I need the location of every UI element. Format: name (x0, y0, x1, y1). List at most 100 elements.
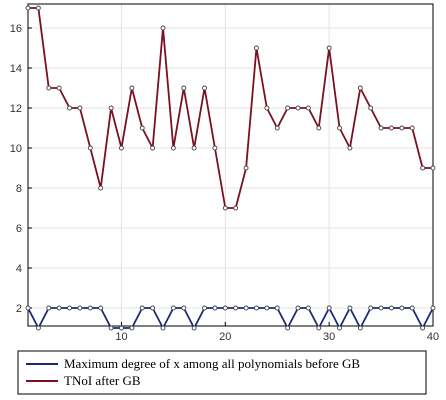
y-tick-label: 8 (16, 183, 22, 195)
data-point-series-1 (98, 185, 104, 191)
data-point-series-1 (295, 105, 301, 111)
y-tick-label: 16 (10, 23, 22, 35)
data-point-series-1 (150, 145, 156, 151)
data-point-series-0 (108, 325, 114, 331)
y-tick-label: 10 (10, 143, 22, 155)
data-point-series-1 (264, 105, 270, 111)
data-point-series-0 (347, 305, 353, 311)
data-point-series-0 (67, 305, 72, 311)
series-line-1 (28, 7, 433, 209)
data-point-series-1 (368, 105, 374, 111)
data-point-series-1 (77, 105, 83, 111)
data-point-series-1 (181, 85, 187, 91)
data-point-series-0 (409, 305, 415, 311)
data-point-series-1 (119, 145, 124, 151)
data-point-series-1 (420, 165, 426, 171)
x-tick-label: 10 (115, 331, 127, 343)
data-point-series-1 (389, 125, 394, 131)
data-point-series-0 (389, 305, 394, 311)
data-point-series-0 (150, 305, 156, 311)
data-point-series-1 (357, 85, 363, 91)
data-point-series-1 (35, 5, 41, 11)
data-point-series-0 (129, 325, 135, 331)
data-point-series-0 (337, 325, 342, 331)
data-point-series-1 (285, 105, 291, 111)
x-tick-label: 40 (427, 331, 439, 343)
data-point-series-1 (430, 165, 436, 171)
data-point-series-0 (274, 305, 280, 311)
data-point-series-0 (35, 325, 41, 331)
data-point-series-1 (243, 165, 249, 171)
data-point-series-0 (77, 305, 83, 311)
data-point-series-0 (285, 325, 291, 331)
legend: Maximum degree of x among all polynomial… (17, 350, 427, 395)
data-point-series-1 (87, 145, 93, 151)
data-point-series-0 (191, 325, 197, 331)
data-point-series-0 (295, 305, 301, 311)
data-point-series-1 (170, 145, 176, 151)
y-tick-label: 6 (16, 223, 22, 235)
data-point-series-1 (254, 45, 259, 51)
legend-label-series-0: Maximum degree of x among all polynomial… (64, 356, 360, 371)
data-point-series-1 (129, 85, 135, 91)
data-point-series-0 (243, 305, 249, 311)
data-point-series-0 (160, 325, 166, 331)
data-point-series-1 (25, 5, 31, 11)
data-point-series-1 (378, 125, 384, 131)
y-axis-ticks: 2 4 6 8 10 12 14 16 (10, 23, 32, 315)
x-tick-label: 30 (323, 331, 335, 343)
data-point-series-0 (181, 305, 187, 311)
data-point-series-1 (233, 205, 239, 211)
y-tick-label: 14 (10, 63, 22, 75)
data-point-series-0 (25, 305, 31, 311)
data-point-series-0 (378, 305, 384, 311)
y-tick-label: 12 (10, 103, 22, 115)
data-point-series-0 (222, 305, 228, 311)
x-tick-label: 20 (219, 331, 231, 343)
data-point-series-0 (420, 325, 426, 331)
x-axis-ticks: 10 20 30 40 (115, 322, 439, 343)
data-point-series-0 (254, 305, 259, 311)
data-point-series-1 (67, 105, 72, 111)
data-point-series-1 (191, 145, 197, 151)
data-point-series-0 (368, 305, 374, 311)
data-point-series-0 (305, 305, 311, 311)
data-point-series-1 (409, 125, 415, 131)
data-point-series-1 (46, 85, 52, 91)
series-group (25, 5, 436, 331)
data-point-series-0 (326, 305, 332, 311)
data-point-series-1 (316, 125, 322, 131)
data-point-series-0 (87, 305, 93, 311)
data-point-series-0 (202, 305, 207, 311)
data-point-series-1 (160, 25, 166, 31)
data-point-series-1 (305, 105, 311, 111)
data-point-series-0 (233, 305, 239, 311)
y-tick-label: 4 (16, 263, 22, 275)
data-point-series-1 (347, 145, 353, 151)
data-point-series-1 (222, 205, 228, 211)
data-point-series-1 (326, 45, 332, 51)
data-point-series-1 (202, 85, 207, 91)
data-point-series-0 (56, 305, 62, 311)
data-point-series-0 (399, 305, 405, 311)
data-point-series-0 (170, 305, 176, 311)
grid-lines (28, 4, 434, 326)
plot-frame (27, 3, 434, 327)
data-point-series-0 (357, 325, 363, 331)
y-tick-label: 2 (16, 303, 22, 315)
data-point-series-0 (264, 305, 270, 311)
legend-label-series-1: TNoI after GB (64, 373, 141, 388)
data-point-series-1 (139, 125, 145, 131)
data-point-series-1 (399, 125, 405, 131)
series-line-0 (27, 307, 434, 329)
data-point-series-0 (139, 305, 145, 311)
data-point-series-0 (119, 325, 124, 331)
data-point-series-1 (56, 85, 62, 91)
legend-box (17, 350, 427, 395)
data-point-series-0 (98, 305, 104, 311)
data-point-series-1 (274, 125, 280, 131)
data-point-series-1 (108, 105, 114, 111)
data-point-series-1 (337, 125, 342, 131)
